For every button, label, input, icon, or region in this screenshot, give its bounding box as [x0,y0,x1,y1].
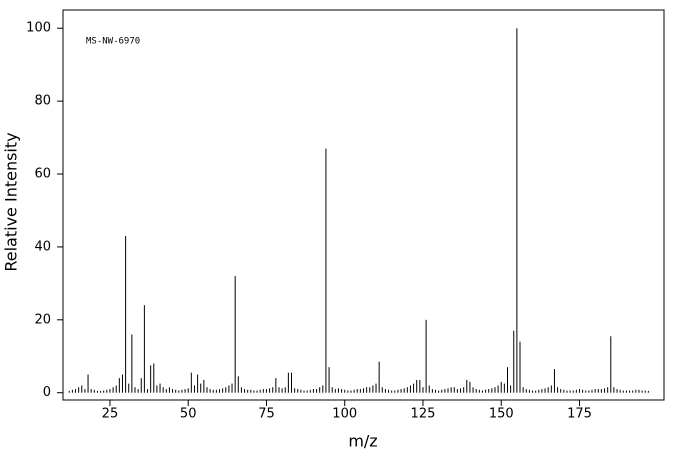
x-tick-label: 25 [102,407,119,422]
x-tick-label: 75 [258,407,275,422]
y-tick-label: 40 [34,239,51,254]
x-tick-label: 175 [567,407,592,422]
x-tick-label: 150 [489,407,514,422]
x-axis-title: m/z [348,432,377,451]
x-tick-label: 100 [332,407,357,422]
annotation: MS-NW-6970 [86,37,140,47]
y-tick-label: 0 [43,385,51,400]
x-tick-label: 50 [180,407,197,422]
x-tick-label: 125 [411,407,436,422]
y-tick-label: 100 [26,21,51,36]
plot-frame [62,9,665,401]
y-axis-title: Relative Intensity [2,132,21,271]
y-tick-label: 80 [34,94,51,109]
y-tick-label: 60 [34,167,51,182]
y-tick-label: 20 [34,312,51,327]
